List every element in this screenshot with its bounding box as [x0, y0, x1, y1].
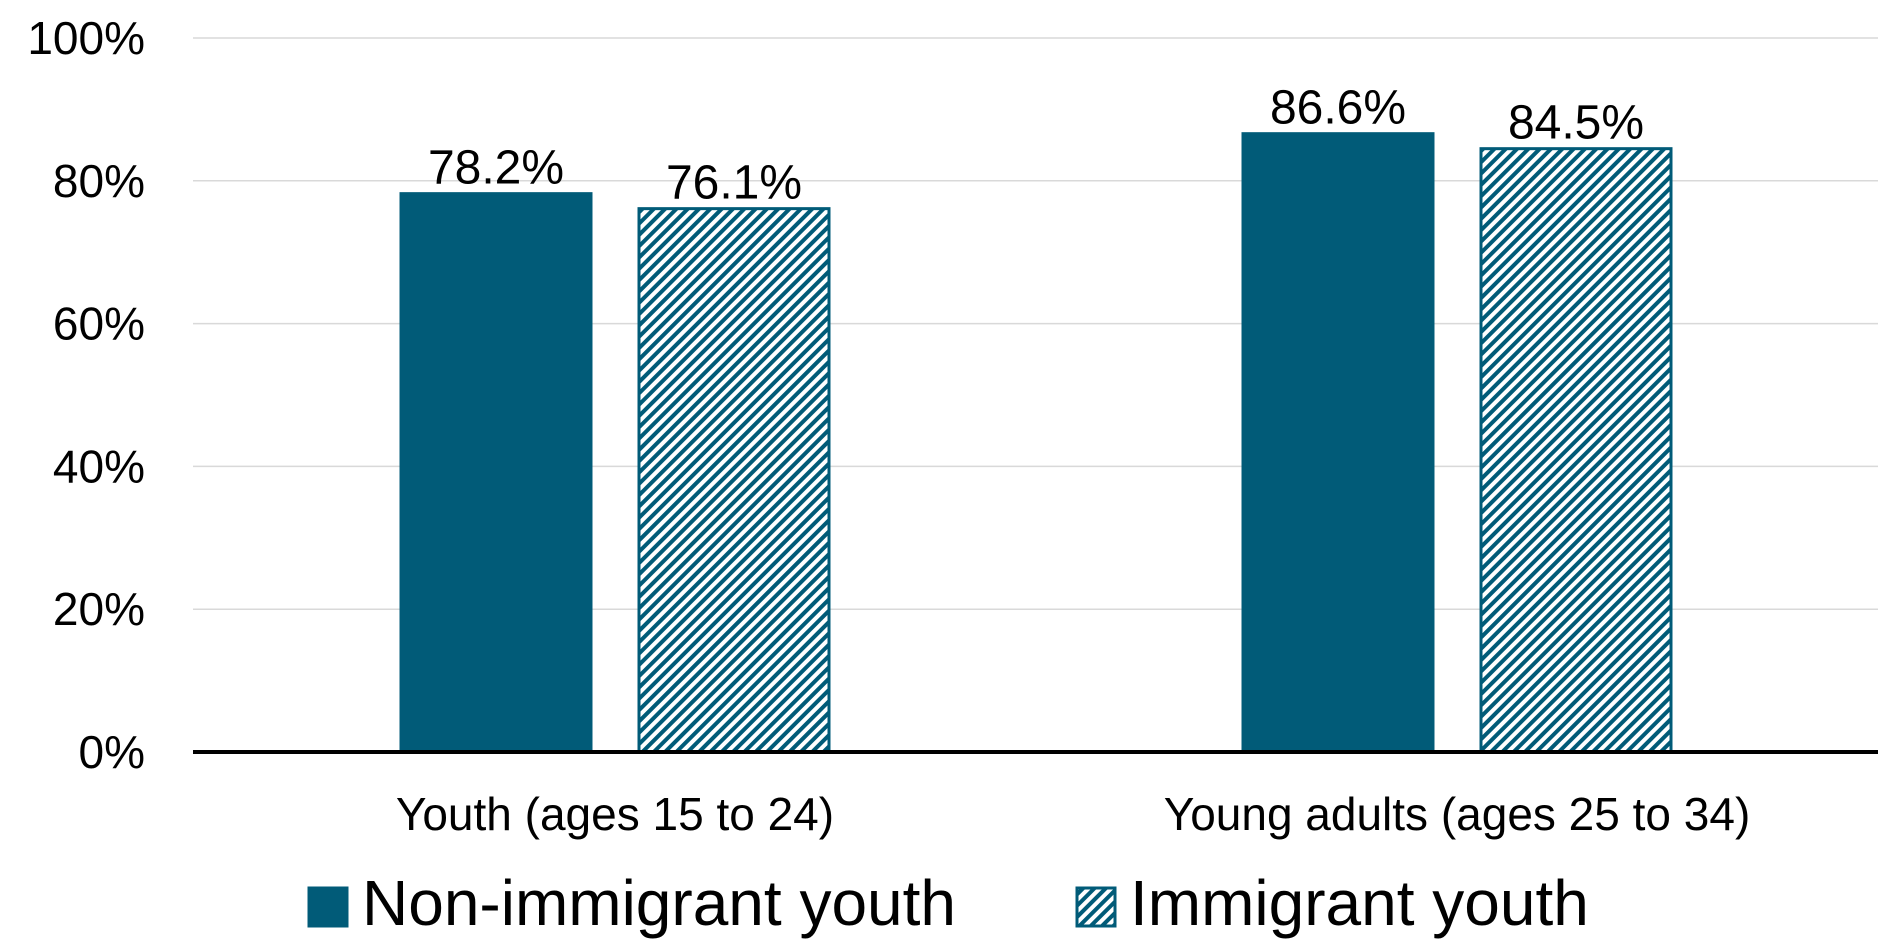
data-label: 84.5% [1508, 97, 1644, 150]
data-label: 86.6% [1270, 82, 1406, 135]
y-tick-label: 60% [53, 298, 145, 350]
legend-swatch-immigrant [1075, 886, 1117, 928]
y-tick-label: 100% [27, 12, 145, 64]
y-tick-label: 80% [53, 155, 145, 207]
y-tick-label: 40% [53, 440, 145, 492]
data-label: 78.2% [428, 142, 564, 195]
bars [399, 132, 1673, 754]
x-axis-category-labels: Youth (ages 15 to 24) Young adults (ages … [396, 788, 1750, 840]
data-labels: 78.2% 86.6% 76.1% 84.5% [428, 82, 1644, 210]
legend-swatch-non-immigrant [307, 886, 349, 928]
legend-label: Immigrant youth [1130, 867, 1589, 939]
y-axis-tick-labels: 0% 20% 40% 60% 80% 100% [27, 12, 145, 778]
y-tick-label: 0% [79, 726, 145, 778]
legend: Non-immigrant youth Immigrant youth [307, 867, 1589, 939]
data-label: 76.1% [666, 157, 802, 210]
bar-non-immigrant-0 [399, 192, 593, 754]
bar-non-immigrant-1 [1241, 132, 1435, 754]
category-label: Youth (ages 15 to 24) [396, 788, 834, 840]
category-label: Young adults (ages 25 to 34) [1164, 788, 1751, 840]
bar-immigrant-0 [637, 207, 831, 754]
legend-label: Non-immigrant youth [362, 867, 956, 939]
y-tick-label: 20% [53, 583, 145, 635]
bar-immigrant-1 [1479, 147, 1673, 754]
